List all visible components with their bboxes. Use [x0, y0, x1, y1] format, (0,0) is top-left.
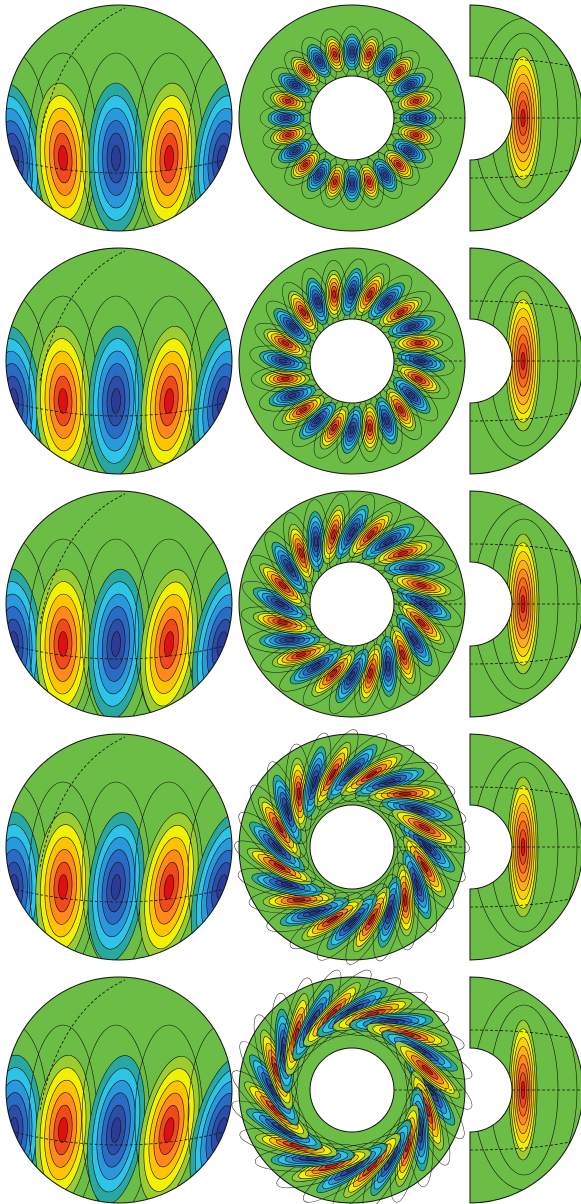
contour [58, 631, 67, 656]
figure [0, 0, 581, 1204]
contour [314, 537, 317, 547]
disk-hole [310, 805, 394, 889]
meridional-section [470, 491, 581, 717]
contour [368, 424, 371, 432]
disk-hole [310, 76, 394, 160]
panel-row [0, 5, 581, 243]
contour [415, 342, 423, 345]
panel-row [0, 724, 581, 972]
panel-row [0, 489, 581, 729]
contour [409, 566, 419, 569]
sphere [0, 491, 262, 729]
disk [239, 248, 465, 474]
sphere [0, 5, 257, 243]
contour [333, 290, 336, 298]
disk-hole [310, 1048, 394, 1132]
meridional-section [470, 248, 581, 474]
sphere [0, 248, 259, 486]
page: (() => { const data = JSON.parse(documen… [0, 0, 581, 1204]
disk [239, 5, 465, 231]
disk-hole [310, 562, 394, 646]
disk [224, 962, 479, 1204]
disk [237, 489, 467, 719]
meridional-section [470, 734, 581, 960]
disk [229, 724, 475, 970]
contour [285, 638, 295, 641]
contour [281, 377, 289, 380]
contour [283, 117, 289, 120]
panel-row [0, 248, 581, 486]
contour [351, 49, 354, 55]
contour [111, 145, 120, 170]
panel-row [0, 962, 581, 1204]
sphere [0, 734, 264, 972]
meridional-section [470, 5, 581, 231]
disk-hole [310, 319, 394, 403]
contour [351, 181, 354, 187]
contour [386, 661, 389, 671]
meridional-section [470, 977, 581, 1203]
sphere [0, 977, 267, 1204]
